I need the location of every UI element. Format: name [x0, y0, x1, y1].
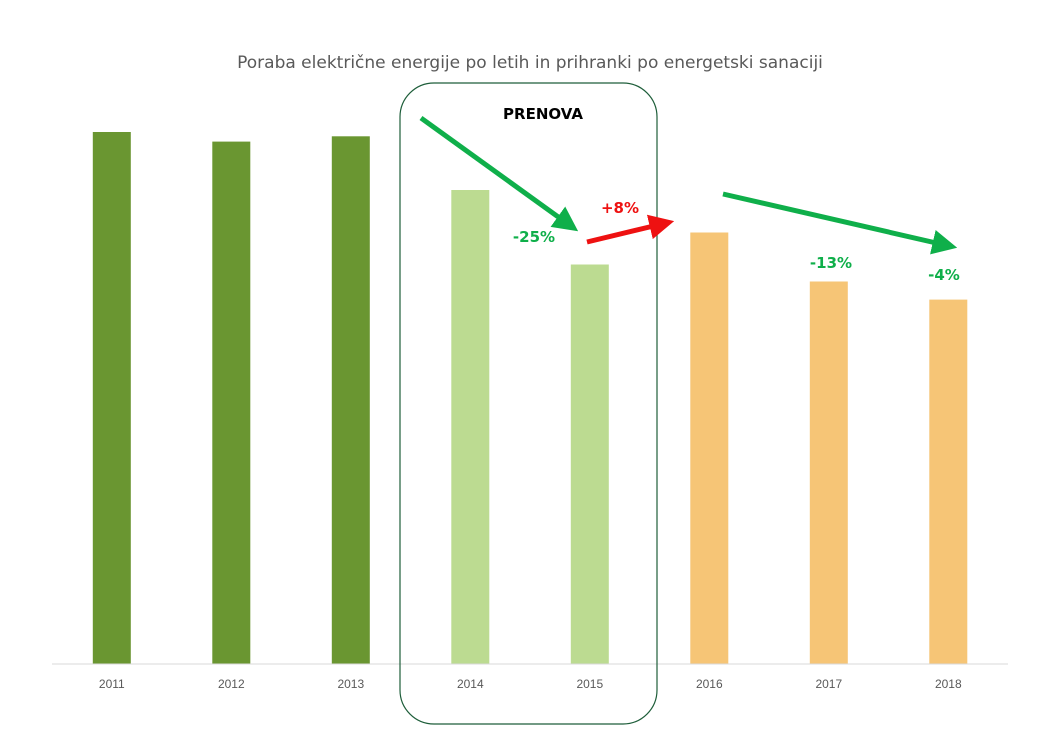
bar-2016 [690, 232, 729, 664]
bar-2014 [451, 190, 490, 664]
annotation-rise-2016: +8% [601, 199, 639, 217]
x-tick-labels: 2011 2012 2013 2014 2015 2016 2017 2018 [99, 677, 962, 691]
x-tick-2011: 2011 [99, 677, 125, 691]
bar-2015 [570, 264, 609, 664]
bar-2017 [809, 281, 848, 664]
decrease-arrow-2018 [722, 191, 958, 255]
annotation-drop-2015: -25% [513, 228, 555, 246]
x-tick-2018: 2018 [935, 677, 962, 691]
bar-2013 [331, 136, 370, 665]
bar-2012 [212, 141, 251, 665]
annotation-drop-2018: -4% [928, 266, 960, 284]
renovation-box [399, 82, 658, 725]
x-tick-2016: 2016 [696, 677, 723, 691]
bar-2011 [92, 132, 131, 664]
x-tick-2012: 2012 [218, 677, 245, 691]
x-tick-2015: 2015 [576, 677, 603, 691]
renovation-label: PRENOVA [503, 105, 583, 123]
bars-group [92, 132, 968, 665]
chart-title: Poraba električne energije po letih in p… [237, 53, 823, 73]
x-tick-2014: 2014 [457, 677, 484, 691]
decrease-arrow-2015 [419, 115, 579, 232]
x-tick-2017: 2017 [815, 677, 842, 691]
bar-2018 [929, 299, 968, 664]
x-tick-2013: 2013 [337, 677, 364, 691]
increase-arrow-2016 [586, 214, 675, 245]
annotation-drop-2017: -13% [810, 254, 852, 272]
